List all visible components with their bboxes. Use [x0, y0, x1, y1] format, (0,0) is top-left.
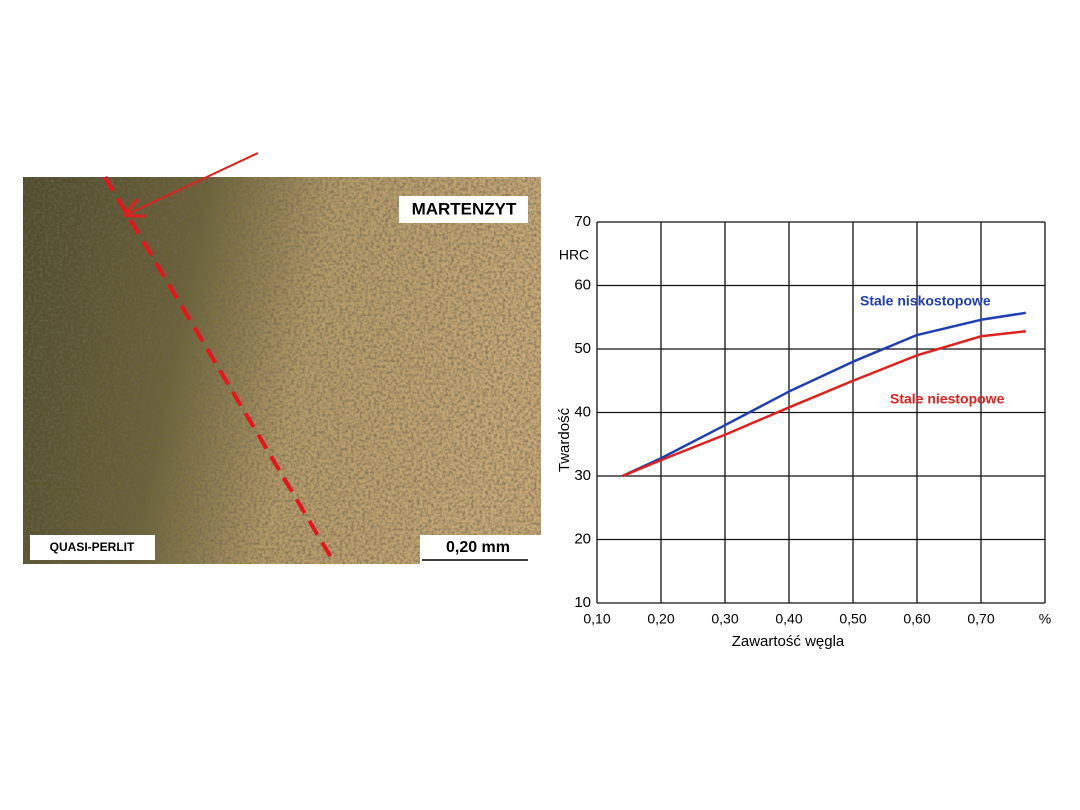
y-tick-label: 50: [574, 340, 591, 357]
y-tick-label: 40: [574, 403, 591, 420]
x-tick-label: 0,10: [583, 611, 610, 627]
y-unit: HRC: [559, 247, 589, 263]
scale-label: 0,20 mm: [446, 539, 510, 556]
y-tick-label: 70: [574, 213, 591, 230]
label-box: [399, 196, 528, 223]
series-line: [622, 329, 1026, 478]
phase-label: MARTENZYT: [412, 199, 517, 218]
x-tick-label: 0,20: [647, 611, 674, 627]
y-tick-label: 30: [574, 467, 591, 484]
x-tick-label: 0,50: [839, 611, 866, 627]
photo-texture: [23, 177, 541, 564]
x-tick-label: 0,60: [903, 611, 930, 627]
y-tick-label: 20: [574, 530, 591, 547]
chart: HRC Twardość Zawartość węgla 10 20 30 40 50 6…: [556, 213, 1051, 650]
pointer-arrow: [128, 152, 259, 214]
series-label: Stale niestopowe: [890, 391, 1005, 407]
label-box: [30, 535, 155, 560]
scale-box: [420, 535, 541, 564]
y-tick-label: 60: [574, 276, 591, 293]
boundary-line: [103, 175, 337, 566]
phase-label: QUASI-PERLIT: [50, 540, 135, 554]
x-tick-label: 0,70: [967, 611, 994, 627]
y-axis-title: Twardość: [556, 407, 573, 472]
x-axis-title: Zawartość węgla: [732, 633, 845, 650]
x-tick-label: %: [1039, 611, 1051, 627]
micrograph: MARTENZYT QUASI-PERLIT 0,20 mm: [23, 152, 541, 566]
x-tick-label: 0,30: [711, 611, 738, 627]
series-label: Stale niskostopowe: [860, 293, 991, 309]
x-tick-label: 0,40: [775, 611, 802, 627]
series-line: [622, 311, 1026, 478]
y-tick-label: 10: [574, 594, 591, 611]
